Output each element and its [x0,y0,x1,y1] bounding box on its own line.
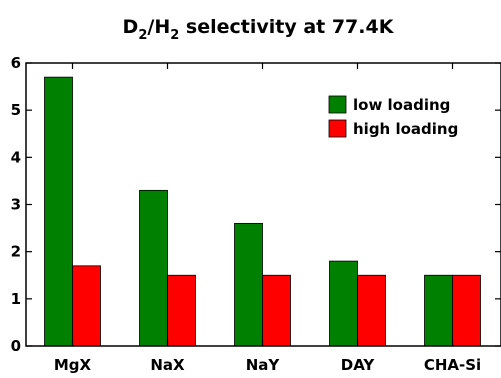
y-tick-label: 6 [11,54,21,72]
x-axis: MgX NaX NaY DAY CHA-Si [54,63,481,374]
bar-high-loading-nax [167,274,196,347]
x-tick-label: NaX [150,356,185,374]
bar-low-loading-nax [139,189,168,347]
y-axis: 0 1 2 3 4 5 6 [11,54,501,355]
bar-low-loading-nay [234,222,263,347]
bar-high-loading-nay [262,274,291,347]
y-tick-label: 4 [11,148,21,166]
bar-low-loading-mgx [44,76,73,347]
legend: low loading high loading [328,95,458,138]
legend-swatch-low-loading [328,95,347,114]
legend-label-low-loading: low loading [353,96,450,114]
legend-label-high-loading: high loading [353,120,458,138]
bar-high-loading-day [357,274,386,347]
y-tick-label: 5 [11,101,21,119]
x-tick-label: CHA-Si [424,356,481,374]
y-tick-label: 3 [11,196,21,214]
bar-high-loading-cha-si [452,274,481,347]
x-tick-label: MgX [54,356,92,374]
bar-low-loading-day [329,260,358,347]
x-tick-label: NaY [246,356,281,374]
x-tick-label: DAY [341,356,376,374]
legend-swatch-high-loading [328,119,347,138]
bar-low-loading-cha-si [424,274,453,347]
bar-high-loading-mgx [72,265,101,347]
bars-group [44,76,481,347]
y-tick-label: 0 [11,337,21,355]
y-tick-label: 1 [11,290,21,308]
chart-title: D2/H2 selectivity at 77.4K [123,16,395,43]
y-tick-label: 2 [11,243,21,261]
